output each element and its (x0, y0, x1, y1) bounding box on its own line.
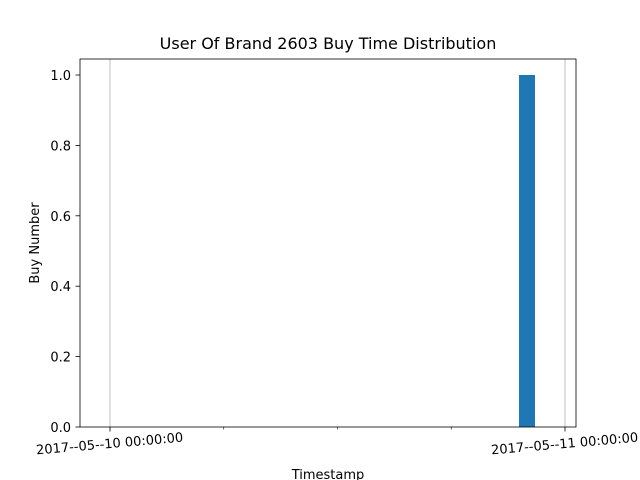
x-tick-label-1: 2017--05--11 00:00:00 (491, 431, 639, 459)
x-ticks: 2017--05--10 00:00:00 2017--05--11 00:00… (36, 427, 639, 458)
bar-2017-05-10-21 (519, 75, 535, 427)
y-tick-label-1: 0.2 (50, 351, 71, 366)
y-tick-label-4: 0.8 (50, 139, 71, 154)
y-ticks: 0.0 0.2 0.4 0.6 0.8 1.0 (50, 69, 80, 436)
plot-frame (79, 58, 577, 428)
x-axis-label: Timestamp (291, 468, 365, 480)
y-axis-label: Buy Number (28, 202, 43, 284)
chart-title: User Of Brand 2603 Buy Time Distribution (160, 34, 497, 53)
y-tick-label-3: 0.6 (50, 210, 71, 225)
y-tick-label-5: 1.0 (50, 69, 71, 84)
y-tick-label-0: 0.0 (50, 421, 71, 436)
y-tick-label-2: 0.4 (50, 280, 71, 295)
x-gridlines (109, 59, 566, 427)
